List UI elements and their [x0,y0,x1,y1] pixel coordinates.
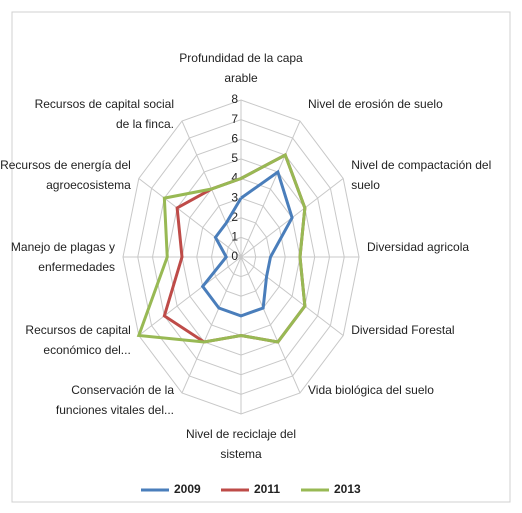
axis-spoke [138,256,242,336]
axis-spoke [138,178,242,258]
r-tick-label: 1 [231,230,238,244]
category-label: Profundidad de la capa arable [179,51,303,85]
legend-label: 2009 [174,482,201,496]
category-label: Vida biológica del suelo [308,382,434,397]
r-tick-label: 8 [231,92,238,106]
category-label: Manejo de plagas y enfermedades [10,240,115,274]
r-tick-label: 4 [231,171,238,185]
category-label: Recursos de capital social de la finca. [34,97,174,132]
legend-label: 2013 [334,482,361,496]
series-line [136,152,307,344]
r-tick-label: 2 [231,210,238,224]
series-line [200,169,294,318]
category-label: Recursos de capital económico del... [25,322,131,357]
r-tick-label: 5 [231,151,238,165]
category-label: Nivel de erosión de suelo [308,97,443,112]
r-tick-label: 0 [231,249,238,263]
category-label: Diversidad agricola [367,240,470,254]
category-label: Diversidad Forestal [351,322,455,337]
axis-spoke [240,256,301,394]
category-label: Nivel de compactación del suelo [351,157,492,192]
category-label: Recursos de energía del agroecosistema [0,157,131,192]
r-tick-label: 6 [231,131,238,145]
category-label: Conservación de la funciones vitales del… [55,382,174,417]
axis-spoke [240,120,301,258]
legend-label: 2011 [254,482,280,496]
axis-spoke [240,256,344,336]
r-tick-label: 3 [231,190,238,204]
axis-spoke [181,256,242,394]
category-label: Nivel de reciclaje del sistema [185,427,297,461]
r-tick-label: 7 [231,112,238,126]
